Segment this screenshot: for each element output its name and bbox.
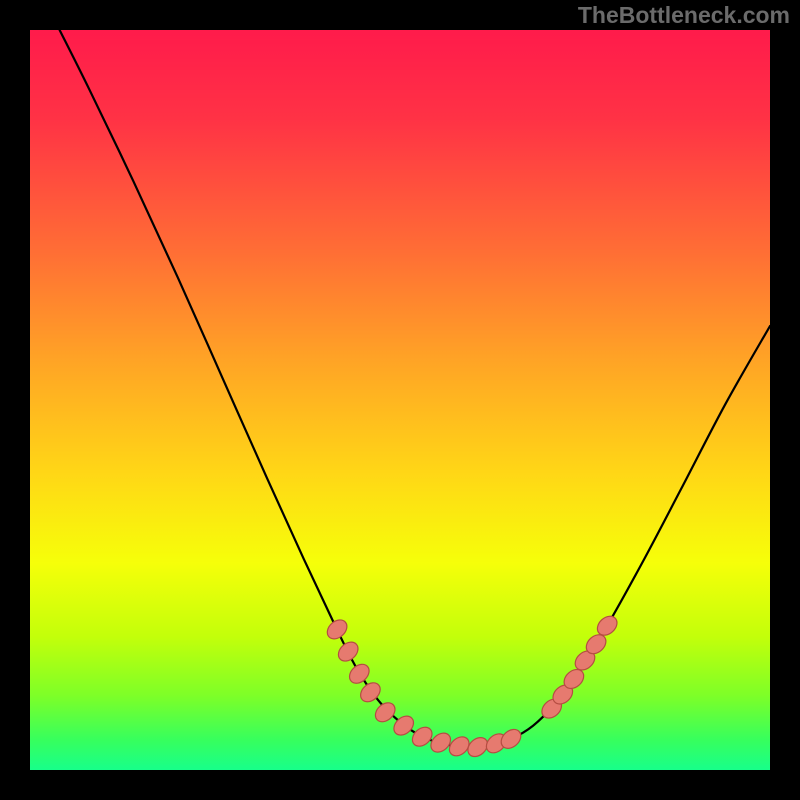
- chart-svg: [30, 30, 770, 770]
- watermark-text: TheBottleneck.com: [578, 2, 790, 29]
- chart-background: [30, 30, 770, 770]
- plot-area: [30, 30, 770, 770]
- chart-frame: TheBottleneck.com: [0, 0, 800, 800]
